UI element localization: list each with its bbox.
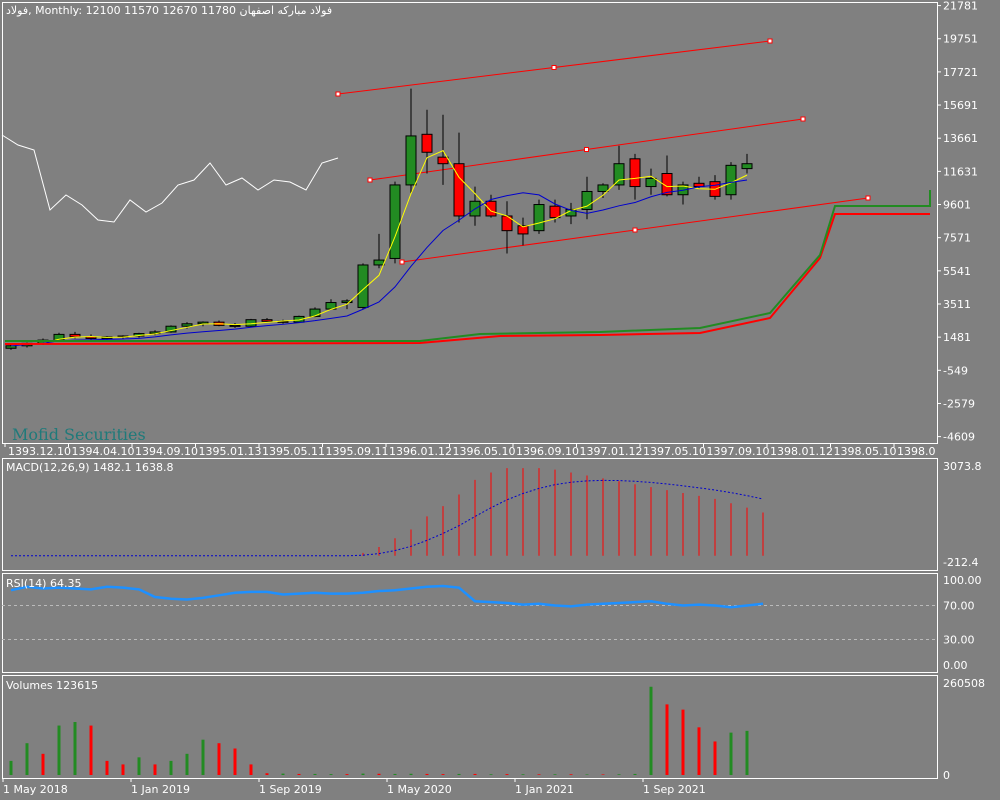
- trendline-anchor: [800, 116, 806, 122]
- candle-body: [341, 300, 353, 304]
- x-tick-label: 1394.04.10: [72, 445, 135, 458]
- y-tick-label: -2579: [943, 397, 975, 410]
- date-tick-label: 1 May 2020: [387, 783, 452, 796]
- trendline-anchor: [767, 38, 773, 44]
- y-tick-label: 5541: [943, 265, 971, 278]
- macd-y-tick: 3073.8: [943, 460, 982, 473]
- y-tick-label: 19751: [943, 33, 978, 46]
- y-tick-label: 21781: [943, 0, 978, 13]
- date-tick-label: 1 Jan 2021: [515, 783, 574, 796]
- candle-body: [229, 324, 241, 327]
- date-tick-label: 1 Sep 2021: [643, 783, 706, 796]
- support-line: [4, 213, 930, 345]
- date-tick-label: 1 May 2018: [3, 783, 68, 796]
- rsi-line: [10, 584, 764, 609]
- y-tick-label: 1481: [943, 331, 971, 344]
- candle-body: [357, 264, 369, 308]
- x-tick-label: 1394.09.10: [135, 445, 198, 458]
- volume-y-tick: 0: [943, 769, 950, 782]
- x-tick-label: 1395.01.13: [199, 445, 262, 458]
- trendline-anchor: [584, 147, 589, 152]
- x-tick-label: 1398.01.12: [770, 445, 833, 458]
- volume-label: Volumes 123615: [6, 679, 99, 692]
- y-tick-label: 9601: [943, 199, 971, 212]
- x-tick-label: 1393.12.10: [8, 445, 71, 458]
- watermark: Mofid Securities: [12, 425, 146, 444]
- x-tick-label: 1396.05.10: [453, 445, 516, 458]
- candle-body: [533, 204, 545, 232]
- panel-border-vol: [2, 675, 938, 779]
- chart-header: فولاد, Monthly: 12100 11570 12670 11780 …: [6, 5, 332, 17]
- candle-body: [613, 163, 625, 186]
- trendline-anchor: [335, 91, 341, 97]
- rsi-y-tick: 30.00: [943, 634, 975, 647]
- moving-average-slow: [10, 179, 748, 347]
- symbol-label: فولاد, Monthly:: [6, 4, 83, 17]
- rsi-y-tick: 70.00: [943, 600, 975, 613]
- y-tick-label: 15691: [943, 99, 978, 112]
- macd-label: MACD(12,26,9) 1482.1 1638.8: [6, 461, 174, 474]
- candle-body: [645, 177, 657, 188]
- y-tick-label: 13661: [943, 132, 978, 145]
- rsi-y-tick: 0.00: [943, 659, 968, 672]
- candle-body: [389, 184, 401, 259]
- volume-y-tick: 260508: [943, 677, 985, 690]
- x-tick-label: 1396.09.10: [516, 445, 579, 458]
- candle-body: [629, 158, 641, 188]
- rsi-label: RSI(14) 64.35: [6, 577, 82, 590]
- trendline-anchor: [399, 259, 405, 265]
- macd-y-tick: -212.4: [943, 556, 978, 569]
- candle-body: [549, 205, 561, 219]
- ohlc-values: 12100 11570 12670 11780: [85, 4, 237, 17]
- trendline-anchor: [367, 177, 373, 183]
- y-tick-label: 11631: [943, 165, 978, 178]
- date-tick-label: 1 Sep 2019: [259, 783, 322, 796]
- candle-body: [181, 323, 193, 327]
- y-tick-label: 7571: [943, 232, 971, 245]
- index-line: [1, 134, 339, 223]
- y-tick-label: 3511: [943, 298, 971, 311]
- candle-body: [5, 345, 17, 349]
- trendline-anchor: [551, 65, 557, 70]
- panel-border-main: [2, 2, 938, 444]
- macd-signal-line: [11, 479, 764, 557]
- candle-body: [517, 225, 529, 235]
- date-tick-label: 1 Jan 2019: [131, 783, 190, 796]
- x-tick-label: 1395.05.11: [262, 445, 325, 458]
- x-tick-label: 1396.01.12: [389, 445, 452, 458]
- panel-border-macd: [2, 458, 938, 571]
- candle-body: [437, 156, 449, 165]
- rsi-y-tick: 100.00: [943, 574, 982, 587]
- moving-average-fast: [10, 149, 748, 347]
- x-tick-label: 1397.01.12: [580, 445, 643, 458]
- y-tick-label: 17721: [943, 66, 978, 79]
- y-tick-label: -549: [943, 364, 968, 377]
- y-tick-label: -4609: [943, 431, 975, 444]
- instrument-name: فولاد مبارکه اصفهان: [239, 4, 333, 17]
- trendline-anchor: [865, 195, 871, 201]
- x-tick-label: 1398.05.10: [834, 445, 897, 458]
- candle-body: [453, 163, 465, 217]
- resistance-line: [5, 190, 931, 342]
- candle-body: [661, 173, 673, 196]
- panel-border-rsi: [2, 573, 938, 673]
- candle-body: [261, 319, 273, 322]
- x-tick-label: 1397.05.10: [643, 445, 706, 458]
- candle-body: [597, 184, 609, 192]
- candle-body: [725, 164, 737, 196]
- candle-body: [421, 133, 433, 153]
- candle-body: [245, 319, 257, 327]
- x-tick-label: 1398.0: [897, 445, 936, 458]
- candle-body: [741, 163, 753, 170]
- candle-body: [373, 259, 385, 266]
- candle-body: [405, 135, 417, 186]
- candle-body: [309, 308, 321, 317]
- candle-body: [581, 190, 593, 210]
- candle-body: [485, 200, 497, 217]
- candle-body: [69, 333, 81, 338]
- trendline-anchor: [632, 227, 638, 233]
- x-tick-label: 1395.09.11: [326, 445, 389, 458]
- x-tick-label: 1397.09.10: [707, 445, 770, 458]
